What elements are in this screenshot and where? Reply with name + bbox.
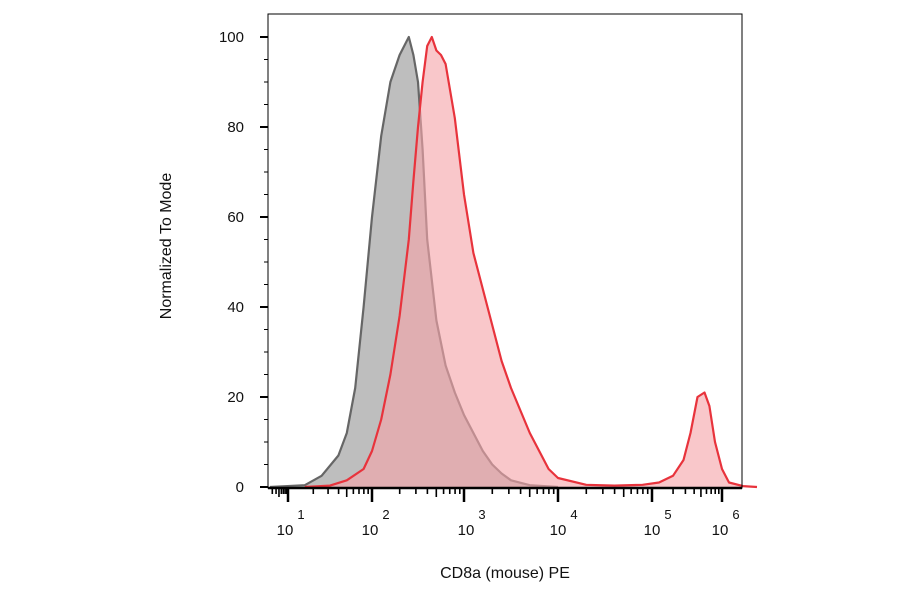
- x-tick-label-base: 10: [362, 522, 379, 539]
- x-tick-label-exponent: 6: [732, 507, 739, 522]
- x-tick-label-exponent: 1: [297, 507, 304, 522]
- x-axis-title: CD8a (mouse) PE: [440, 565, 570, 582]
- x-tick-label-exponent: 3: [478, 507, 485, 522]
- series-2-line: [304, 35, 758, 489]
- y-tick-label: 20: [227, 389, 244, 406]
- y-axis: 0 20 40 60 80 100: [219, 14, 269, 496]
- x-tick-label-base: 10: [644, 522, 661, 539]
- x-tick-label-exponent: 2: [382, 507, 389, 522]
- x-tick-label-base: 10: [712, 522, 729, 539]
- x-tick-label-base: 10: [277, 522, 294, 539]
- x-tick-label-exponent: 4: [570, 507, 577, 522]
- y-tick-label: 80: [227, 119, 244, 136]
- y-tick-label: 0: [236, 479, 244, 496]
- y-axis-title: Normalized To Mode: [158, 173, 175, 320]
- y-tick-label: 100: [219, 29, 244, 46]
- series-2-area: [304, 37, 757, 487]
- x-tick-label-base: 10: [458, 522, 475, 539]
- series-layer: [269, 35, 758, 489]
- x-tick-label-exponent: 5: [664, 507, 671, 522]
- y-tick-label: 60: [227, 209, 244, 226]
- plot-area: [267, 13, 758, 489]
- x-tick-label-base: 10: [550, 522, 567, 539]
- y-tick-label: 40: [227, 299, 244, 316]
